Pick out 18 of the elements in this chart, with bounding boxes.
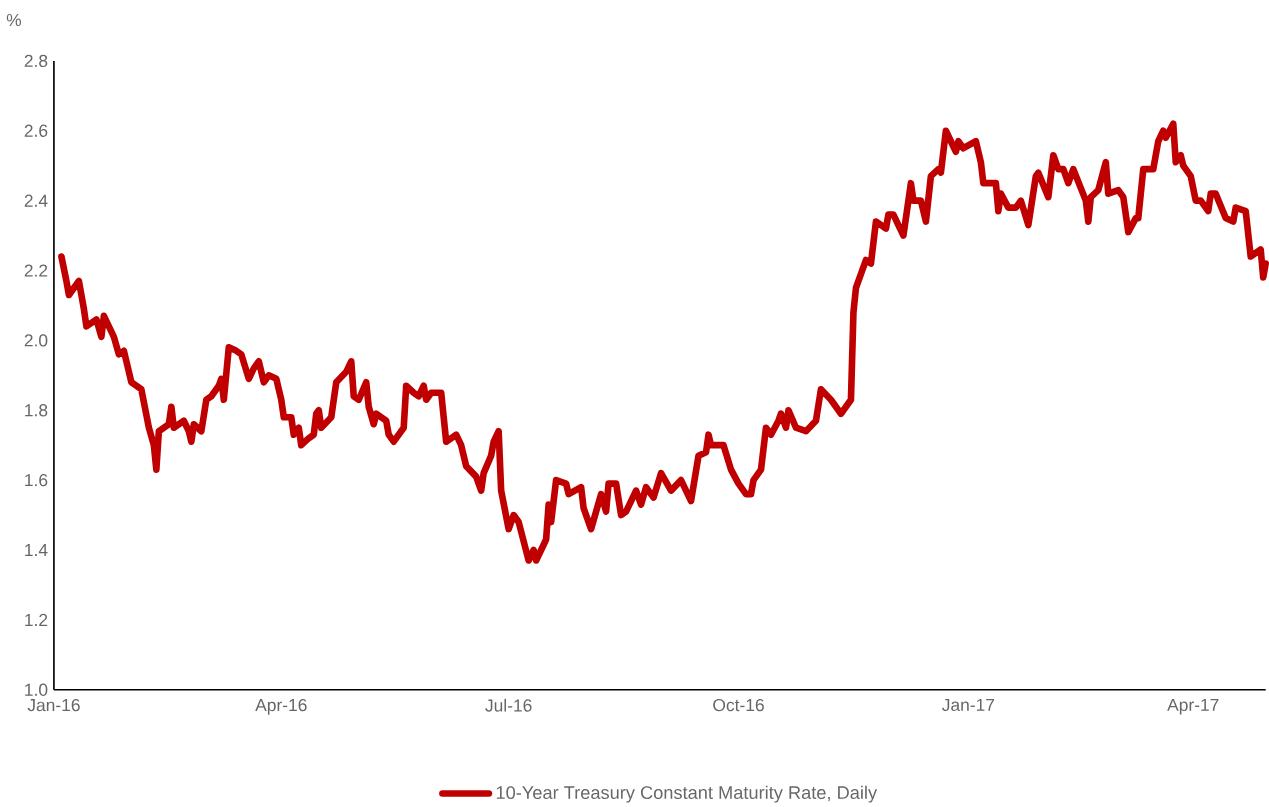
x-tick-label: Jan-16 (27, 699, 80, 712)
y-axis-title: % (6, 14, 22, 27)
x-tick-label: Jul-16 (485, 699, 532, 712)
y-tick-label: 1.8 (25, 404, 48, 417)
x-tick-label: Apr-16 (255, 699, 307, 715)
x-tick-label: Jan-17 (942, 699, 995, 712)
y-tick-label: 1.4 (25, 544, 48, 557)
y-tick-label: 1.2 (25, 614, 48, 627)
legend-label: 10-Year Treasury Constant Maturity Rate, Daily (496, 785, 878, 803)
y-tick-label: 2.4 (24, 194, 48, 207)
x-tick-label: Oct-16 (713, 699, 764, 712)
y-tick-label: 1.0 (25, 683, 48, 697)
y-tick-label: 2.0 (24, 334, 48, 347)
y-tick-label: 2.2 (24, 264, 48, 277)
y-tick-label: 2.8 (24, 54, 48, 68)
y-tick-label: 2.6 (24, 124, 48, 138)
x-tick-label: Apr-17 (1167, 699, 1219, 715)
y-tick-label: 1.6 (25, 474, 48, 487)
